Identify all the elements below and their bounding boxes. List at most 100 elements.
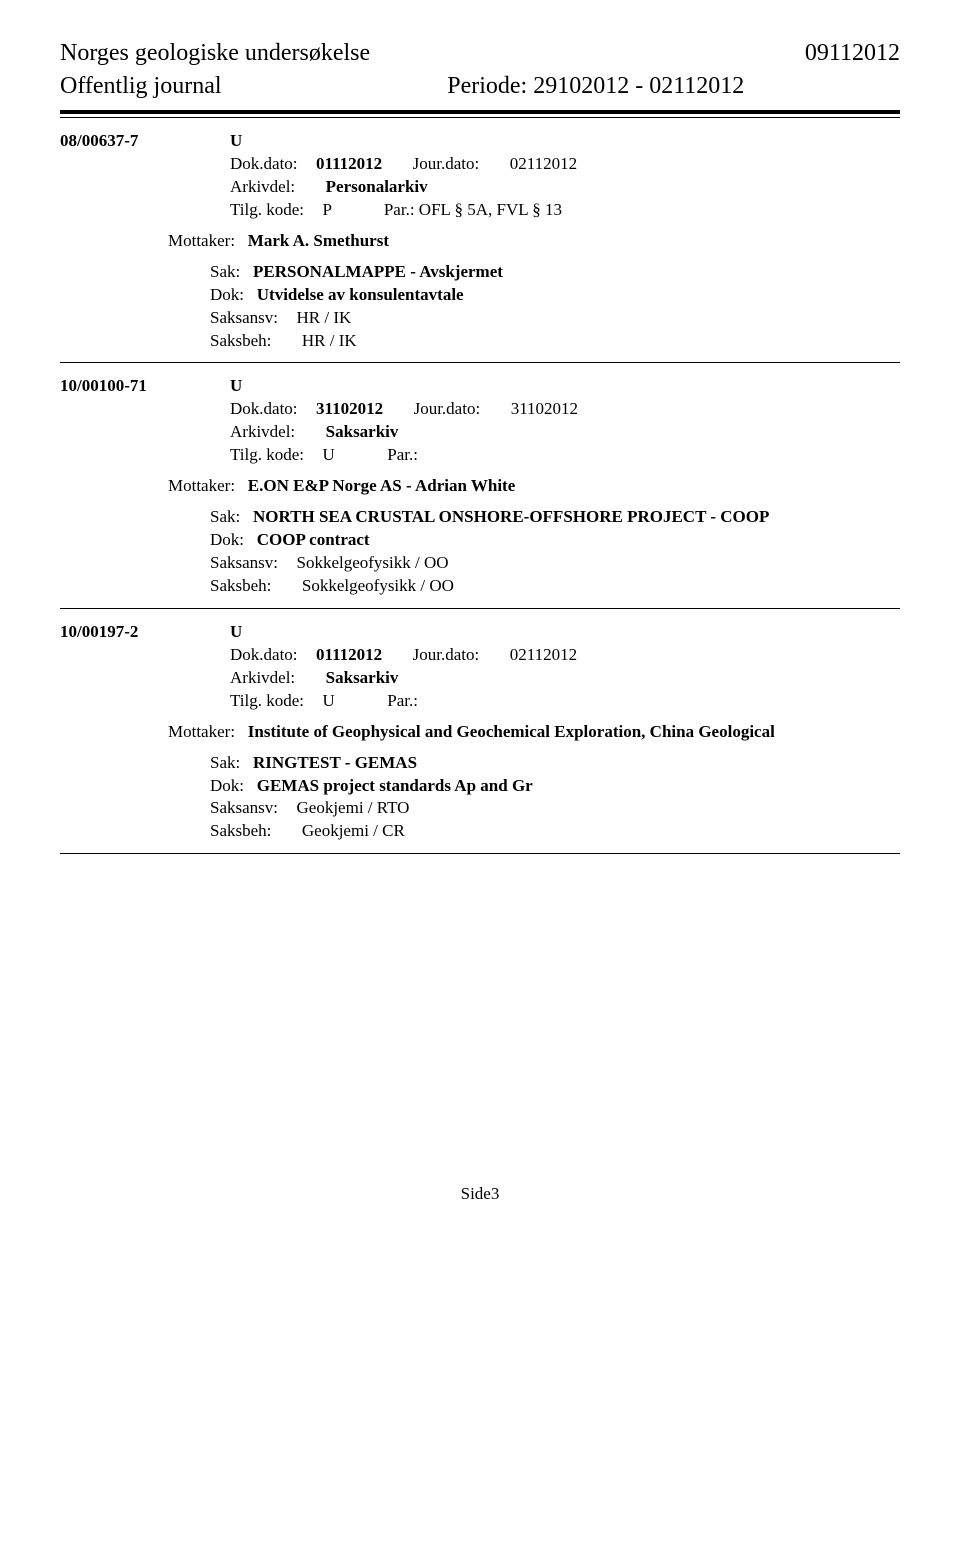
jourdato: 31102012 [511, 399, 578, 418]
arkivdel-line: Arkivdel: Personalarkiv [60, 176, 900, 199]
saksansv-label: Saksansv: [210, 308, 278, 327]
case-row: 10/00197-2 U [60, 621, 900, 644]
arkivdel-label: Arkivdel: [230, 177, 295, 196]
tilg-label: Tilg. kode: [230, 691, 304, 710]
entry-divider [60, 362, 900, 363]
par-label: Par.: [387, 691, 418, 710]
arkivdel-label: Arkivdel: [230, 668, 295, 687]
sak-line: Sak: NORTH SEA CRUSTAL ONSHORE-OFFSHORE … [60, 506, 900, 529]
jourdato-label: Jour.dato: [413, 645, 480, 664]
dokdato: 01112012 [316, 645, 382, 664]
saksbeh-line: Saksbeh: Sokkelgeofysikk / OO [60, 575, 900, 598]
arkivdel-label: Arkivdel: [230, 422, 295, 441]
par-value: OFL § 5A, FVL § 13 [419, 200, 562, 219]
dok-value: Utvidelse av konsulentavtale [257, 285, 464, 304]
journal-label: Offentlig journal [60, 73, 222, 100]
par-label: Par.: [387, 445, 418, 464]
party-label: Mottaker: [168, 476, 235, 495]
saksansv-value: HR / IK [297, 308, 352, 327]
case-row: 10/00100-71 U [60, 375, 900, 398]
saksansv-line: Saksansv: Geokjemi / RTO [60, 797, 900, 820]
saksansv-value: Geokjemi / RTO [297, 798, 410, 817]
org-name: Norges geologiske undersøkelse [60, 40, 370, 67]
party-line: Mottaker: Mark A. Smethurst [60, 230, 900, 253]
dok-value: GEMAS project standards Ap and Gr [257, 776, 533, 795]
dokdato-label: Dok.dato: [230, 645, 298, 664]
header-row-1: Norges geologiske undersøkelse 09112012 [60, 40, 900, 67]
saksbeh-value: Sokkelgeofysikk / OO [302, 576, 454, 595]
par-label: Par.: [384, 200, 415, 219]
jourdato-label: Jour.dato: [413, 154, 480, 173]
sak-line: Sak: RINGTEST - GEMAS [60, 752, 900, 775]
doc-type: U [230, 621, 242, 644]
dok-value: COOP contract [257, 530, 370, 549]
saksansv-value: Sokkelgeofysikk / OO [297, 553, 449, 572]
party-line: Mottaker: Institute of Geophysical and G… [60, 721, 900, 744]
saksbeh-label: Saksbeh: [210, 821, 271, 840]
jourdato-label: Jour.dato: [414, 399, 481, 418]
case-number: 08/00637-7 [60, 130, 230, 153]
date-line: Dok.dato: 31102012 Jour.dato: 31102012 [60, 398, 900, 421]
saksbeh-line: Saksbeh: Geokjemi / CR [60, 820, 900, 843]
tilg-line: Tilg. kode: P Par.: OFL § 5A, FVL § 13 [60, 199, 900, 222]
party-name: E.ON E&P Norge AS - Adrian White [248, 476, 515, 495]
dok-line: Dok: GEMAS project standards Ap and Gr [60, 775, 900, 798]
date-line: Dok.dato: 01112012 Jour.dato: 02112012 [60, 644, 900, 667]
saksbeh-label: Saksbeh: [210, 576, 271, 595]
sak-label: Sak: [210, 753, 240, 772]
tilg-line: Tilg. kode: U Par.: [60, 690, 900, 713]
tilg-kode: U [323, 445, 335, 464]
page-footer: Side3 [60, 1184, 900, 1204]
saksbeh-label: Saksbeh: [210, 331, 271, 350]
party-name: Mark A. Smethurst [248, 231, 389, 250]
dok-line: Dok: COOP contract [60, 529, 900, 552]
case-number: 10/00197-2 [60, 621, 230, 644]
sak-label: Sak: [210, 262, 240, 281]
sak-label: Sak: [210, 507, 240, 526]
tilg-kode: P [323, 200, 332, 219]
tilg-line: Tilg. kode: U Par.: [60, 444, 900, 467]
doc-type: U [230, 130, 242, 153]
case-row: 08/00637-7 U [60, 130, 900, 153]
party-label: Mottaker: [168, 231, 235, 250]
sak-value: RINGTEST - GEMAS [253, 753, 417, 772]
sak-value: PERSONALMAPPE - Avskjermet [253, 262, 503, 281]
dokdato-label: Dok.dato: [230, 399, 298, 418]
journal-entry: 10/00100-71 U Dok.dato: 31102012 Jour.da… [60, 375, 900, 597]
dokdato-label: Dok.dato: [230, 154, 298, 173]
arkivdel-line: Arkivdel: Saksarkiv [60, 667, 900, 690]
jourdato: 02112012 [510, 154, 577, 173]
date-line: Dok.dato: 01112012 Jour.dato: 02112012 [60, 153, 900, 176]
saksansv-label: Saksansv: [210, 798, 278, 817]
header-date: 09112012 [805, 40, 900, 67]
saksansv-line: Saksansv: HR / IK [60, 307, 900, 330]
dokdato: 31102012 [316, 399, 383, 418]
tilg-label: Tilg. kode: [230, 200, 304, 219]
arkivdel: Saksarkiv [326, 668, 399, 687]
dok-line: Dok: Utvidelse av konsulentavtale [60, 284, 900, 307]
tilg-kode: U [323, 691, 335, 710]
party-name: Institute of Geophysical and Geochemical… [248, 722, 775, 741]
sak-line: Sak: PERSONALMAPPE - Avskjermet [60, 261, 900, 284]
case-number: 10/00100-71 [60, 375, 230, 398]
saksansv-label: Saksansv: [210, 553, 278, 572]
page-number: Side3 [461, 1184, 500, 1203]
saksansv-line: Saksansv: Sokkelgeofysikk / OO [60, 552, 900, 575]
journal-entry: 10/00197-2 U Dok.dato: 01112012 Jour.dat… [60, 621, 900, 843]
header-rule [60, 110, 900, 118]
doc-type: U [230, 375, 242, 398]
jourdato: 02112012 [510, 645, 577, 664]
party-label: Mottaker: [168, 722, 235, 741]
period: Periode: 29102012 - 02112012 [222, 73, 900, 100]
party-line: Mottaker: E.ON E&P Norge AS - Adrian Whi… [60, 475, 900, 498]
arkivdel-line: Arkivdel: Saksarkiv [60, 421, 900, 444]
entry-divider [60, 853, 900, 854]
tilg-label: Tilg. kode: [230, 445, 304, 464]
arkivdel: Personalarkiv [326, 177, 428, 196]
arkivdel: Saksarkiv [326, 422, 399, 441]
saksbeh-value: Geokjemi / CR [302, 821, 405, 840]
header-row-2: Offentlig journal Periode: 29102012 - 02… [60, 73, 900, 100]
dokdato: 01112012 [316, 154, 382, 173]
journal-entry: 08/00637-7 U Dok.dato: 01112012 Jour.dat… [60, 130, 900, 352]
sak-value: NORTH SEA CRUSTAL ONSHORE-OFFSHORE PROJE… [253, 507, 769, 526]
